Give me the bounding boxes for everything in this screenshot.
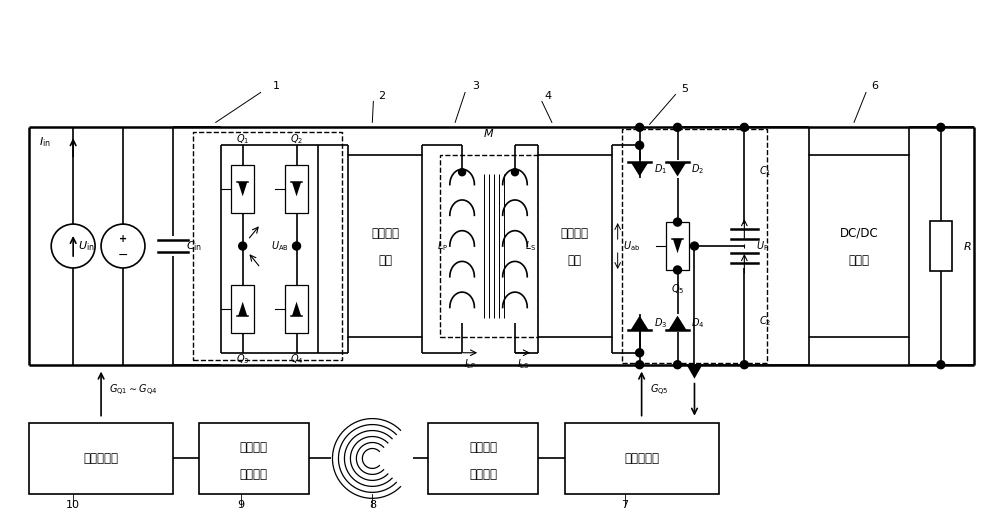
Text: $C_2$: $C_2$	[759, 314, 772, 328]
Text: $I_{\rm LS}$: $I_{\rm LS}$	[517, 357, 529, 371]
Polygon shape	[292, 182, 301, 196]
Circle shape	[674, 124, 682, 131]
Bar	[428, 422, 538, 494]
Text: $U_{\rm AB}$: $U_{\rm AB}$	[271, 239, 289, 253]
Text: $Q_1$: $Q_1$	[236, 132, 249, 146]
Text: 10: 10	[66, 500, 80, 510]
Text: 电路: 电路	[568, 254, 582, 267]
Bar	[538, 155, 612, 337]
Bar	[440, 155, 538, 337]
Text: $D_3$: $D_3$	[654, 316, 667, 330]
Bar	[666, 222, 689, 270]
Bar	[285, 285, 308, 333]
Text: $D_2$: $D_2$	[691, 162, 705, 176]
Circle shape	[459, 169, 466, 176]
Circle shape	[690, 242, 698, 250]
Text: $Q_3$: $Q_3$	[236, 352, 249, 366]
Text: $C_1$: $C_1$	[759, 164, 772, 178]
Bar	[231, 165, 254, 213]
Polygon shape	[292, 302, 301, 316]
Circle shape	[636, 124, 644, 131]
Text: 原边控制器: 原边控制器	[84, 452, 119, 465]
Text: −: −	[118, 249, 128, 262]
Polygon shape	[238, 182, 247, 196]
Polygon shape	[669, 162, 686, 176]
Text: $Q_2$: $Q_2$	[290, 132, 303, 146]
Polygon shape	[669, 316, 686, 330]
Text: $G_{\rm Q1}\sim G_{\rm Q4}$: $G_{\rm Q1}\sim G_{\rm Q4}$	[109, 383, 157, 398]
Text: 副边无线: 副边无线	[469, 441, 497, 454]
Circle shape	[740, 361, 748, 369]
Circle shape	[239, 242, 247, 250]
Text: DC/DC: DC/DC	[840, 226, 878, 239]
Circle shape	[674, 361, 682, 369]
Circle shape	[937, 124, 945, 131]
Text: 9: 9	[237, 500, 244, 510]
Polygon shape	[686, 364, 702, 378]
Polygon shape	[631, 162, 649, 176]
Text: $D_1$: $D_1$	[654, 162, 667, 176]
Circle shape	[937, 361, 945, 369]
Text: 4: 4	[545, 92, 552, 101]
Circle shape	[636, 361, 644, 369]
Text: 6: 6	[871, 82, 878, 92]
Bar	[231, 285, 254, 333]
Text: 通信模块: 通信模块	[469, 468, 497, 481]
Text: 原边无线: 原边无线	[240, 441, 268, 454]
Bar	[565, 422, 719, 494]
Text: $G_{\rm Q5}$: $G_{\rm Q5}$	[650, 383, 668, 398]
Bar	[809, 155, 909, 337]
Bar	[193, 132, 342, 360]
Text: 3: 3	[472, 82, 479, 92]
Text: 原边补偿: 原边补偿	[371, 226, 399, 239]
Text: $L_{\rm P}$: $L_{\rm P}$	[437, 239, 448, 253]
Bar	[348, 155, 422, 337]
Text: $U_{\rm ab}$: $U_{\rm ab}$	[623, 239, 640, 253]
Text: 通信模块: 通信模块	[240, 468, 268, 481]
Text: 5: 5	[682, 84, 689, 95]
Text: $Q_4$: $Q_4$	[290, 352, 303, 366]
Text: $U_{\rm in}$: $U_{\rm in}$	[78, 239, 95, 253]
Text: 副边补偿: 副边补偿	[561, 226, 589, 239]
Text: +: +	[119, 234, 127, 244]
Circle shape	[636, 141, 644, 149]
Circle shape	[674, 218, 682, 226]
Circle shape	[740, 124, 748, 131]
Text: 变换器: 变换器	[849, 254, 870, 267]
Text: 8: 8	[369, 500, 376, 510]
Bar	[622, 129, 767, 363]
Text: $I_{\rm in}$: $I_{\rm in}$	[39, 135, 51, 149]
Text: $R$: $R$	[963, 240, 971, 252]
Text: $C_{\rm in}$: $C_{\rm in}$	[186, 239, 202, 253]
Bar	[29, 422, 173, 494]
Text: 副边控制器: 副边控制器	[625, 452, 660, 465]
Polygon shape	[238, 302, 247, 316]
Bar	[285, 165, 308, 213]
Text: 2: 2	[378, 92, 385, 101]
Text: 1: 1	[273, 82, 280, 92]
Text: $I_{\rm LP}$: $I_{\rm LP}$	[464, 357, 476, 371]
Text: $L_{\rm S}$: $L_{\rm S}$	[525, 239, 536, 253]
Bar	[930, 221, 952, 271]
Text: $Q_5$: $Q_5$	[671, 282, 684, 296]
Text: $M$: $M$	[483, 127, 494, 139]
Circle shape	[636, 349, 644, 357]
Polygon shape	[673, 239, 682, 253]
Circle shape	[293, 242, 301, 250]
Text: $U_{\rm F}$: $U_{\rm F}$	[756, 239, 769, 253]
Text: 电路: 电路	[378, 254, 392, 267]
Text: 7: 7	[621, 500, 628, 510]
Bar	[199, 422, 309, 494]
Circle shape	[511, 169, 518, 176]
Text: $D_4$: $D_4$	[691, 316, 705, 330]
Circle shape	[674, 266, 682, 274]
Polygon shape	[631, 316, 649, 330]
